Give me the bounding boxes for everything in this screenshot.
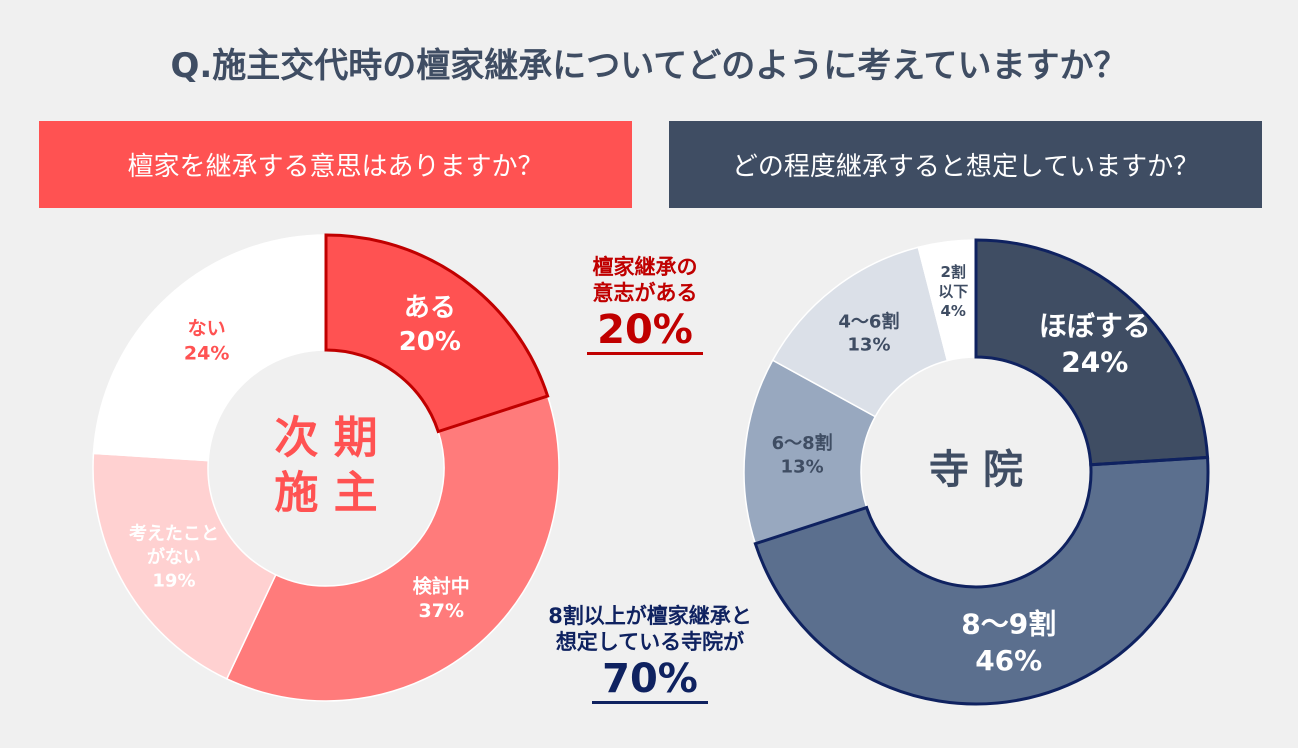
donut-chart-2: ほぼする 24% 8～9割 46% 6～8割 13% 4～6割 13% 2割以下 4% 寺 院 <box>743 238 1210 706</box>
chart-2-slice-2-outline <box>753 455 1210 706</box>
chart-1-slice-1-outline <box>324 233 550 434</box>
chart-2-slice-2-label: 8～9割 46% <box>961 607 1056 676</box>
donut-chart-1: ある 20% 検討中 37% 考えたことがない 19% ない 24% 次 期施 主 <box>92 233 560 702</box>
right-question-banner: どの程度継承すると想定していますか？ <box>669 121 1262 208</box>
chart-2-slice-1-outline <box>974 238 1210 467</box>
left-callout: 檀家継承の 意志がある 20% <box>560 254 730 355</box>
left-callout-line-2: 意志がある <box>592 281 698 305</box>
chart-2-slice-5-label: 2割以下 4% <box>938 263 968 320</box>
left-callout-value: 20% <box>587 308 703 355</box>
left-question-text: 檀家を継承する意思はありますか？ <box>127 152 544 182</box>
left-callout-line-1: 檀家継承の <box>592 255 698 279</box>
chart-1-slice-2 <box>225 395 560 702</box>
chart-1-center-label: 次 期施 主 <box>274 413 377 519</box>
chart-1-slice-4 <box>92 234 327 462</box>
left-question-banner: 檀家を継承する意思はありますか？ <box>39 121 632 208</box>
chart-2-slice-4-label: 4～6割 13% <box>838 310 899 355</box>
chart-2-slice-3-label: 6～8割 13% <box>772 432 833 477</box>
chart-2-center-label: 寺 院 <box>929 447 1023 493</box>
right-question-text: どの程度継承すると想定していますか？ <box>731 152 1200 182</box>
chart-1-slice-3-label: 考えたことがない 19% <box>129 523 219 592</box>
page-title: Q.施主交代時の檀家継承についてどのように考えていますか？ <box>170 46 1128 86</box>
chart-1-slice-3 <box>92 452 277 680</box>
chart-2-slice-1-label: ほぼする 24% <box>1039 309 1151 378</box>
chart-1-slice-1-label: ある 20% <box>399 293 461 357</box>
right-callout: 8割以上が檀家継承と 想定している寺院が 70% <box>525 603 775 704</box>
chart-1-slice-4-label: ない 24% <box>184 317 229 364</box>
right-callout-line-1: 8割以上が檀家継承と <box>548 604 752 628</box>
right-callout-line-2: 想定している寺院が <box>555 630 745 654</box>
right-callout-value: 70% <box>592 657 708 704</box>
chart-1-slice-2-label: 検討中 37% <box>413 574 470 622</box>
